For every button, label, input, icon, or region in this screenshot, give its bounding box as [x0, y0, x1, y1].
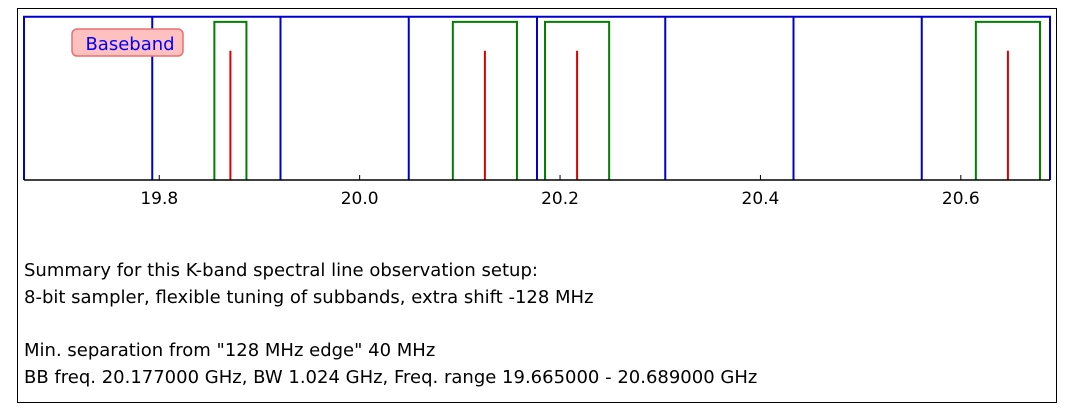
- spectral-window-1: [213, 20, 248, 180]
- chart-marks: [23, 15, 1051, 180]
- spectral-window-3: [544, 20, 611, 180]
- summary-line-4: BB freq. 20.177000 GHz, BW 1.024 GHz, Fr…: [24, 367, 758, 388]
- summary-line-1: Summary for this K-band spectral line ob…: [24, 260, 538, 281]
- x-axis: 19.8 20.0 20.2 20.4 20.6: [24, 175, 1050, 209]
- spectral-window-2: [451, 20, 518, 180]
- x-tick-label-3: 20.2: [541, 189, 579, 209]
- x-tick-label-2: 20.0: [341, 189, 379, 209]
- spectral-setup-chart: Baseband 19.8 20.0 20.2 20.4 20.6: [23, 15, 1051, 209]
- x-tick-label-4: 20.4: [742, 189, 780, 209]
- summary-line-3: Min. separation from "128 MHz edge" 40 M…: [24, 340, 436, 361]
- annotation-box: [71, 28, 184, 57]
- annotation-baseband-label: Baseband: [85, 34, 174, 55]
- annotation-group: Baseband: [71, 28, 184, 57]
- summary-line-2: 8-bit sampler, flexible tuning of subban…: [24, 287, 594, 308]
- x-tick-label-5: 20.6: [942, 189, 980, 209]
- spectral-window-4: [974, 20, 1041, 180]
- x-tick-label-1: 19.8: [140, 189, 178, 209]
